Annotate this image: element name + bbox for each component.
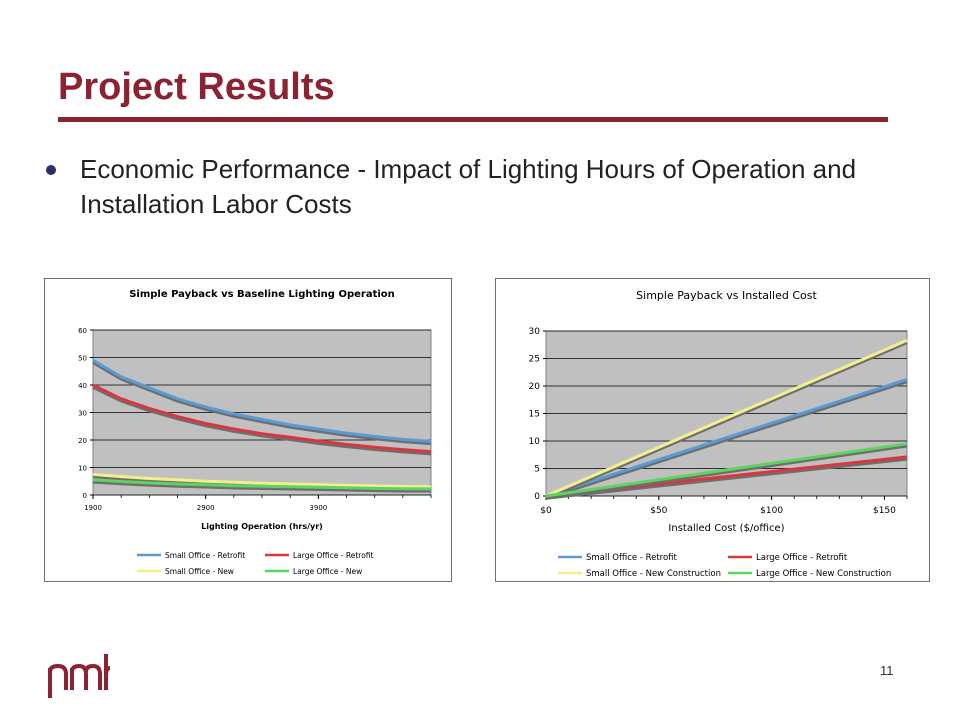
y-tick-label: 40	[78, 382, 87, 390]
bullet-text: Economic Performance - Impact of Lightin…	[80, 154, 857, 219]
legend-label: Small Office - New	[165, 567, 234, 576]
series-line-shadow	[545, 457, 908, 500]
legend-label: Large Office - New	[293, 567, 362, 576]
y-tick-label: 30	[78, 410, 87, 418]
y-tick-label: 10	[78, 465, 87, 473]
x-axis-label: Installed Cost ($/office)	[668, 523, 784, 534]
y-tick-label: 50	[78, 355, 87, 363]
legend-label: Small Office - Retrofit	[586, 553, 678, 563]
series-line-shadow	[545, 444, 908, 500]
series-line-1	[92, 359, 432, 443]
y-tick-label: 15	[529, 410, 540, 420]
y-tick-label: 5	[534, 465, 540, 475]
x-tick-label: $0	[540, 506, 552, 516]
chart-title: Simple Payback vs Baseline Lighting Oper…	[129, 289, 395, 300]
series-line-3	[92, 472, 432, 489]
y-tick-label: 20	[78, 437, 87, 445]
y-tick-label: 0	[83, 492, 87, 500]
series-line-2	[92, 383, 432, 454]
page-number: 11	[880, 663, 894, 678]
chart-title: Simple Payback vs Installed Cost	[636, 289, 817, 302]
pmb-logo-icon	[48, 654, 111, 698]
series-line-1	[545, 377, 908, 498]
x-tick-label: $150	[873, 506, 896, 516]
series-line-4	[92, 478, 432, 491]
payback-vs-operation-svg: Simple Payback vs Baseline Lighting Oper…	[78, 289, 432, 576]
x-tick-label: 1900	[84, 504, 102, 512]
x-tick-label: $100	[760, 506, 783, 516]
payback-vs-operation-chart: Simple Payback vs Baseline Lighting Oper…	[44, 278, 452, 582]
x-tick-label: 3900	[309, 504, 327, 512]
y-tick-label: 25	[529, 355, 540, 365]
series-line-3	[545, 338, 908, 498]
legend-label: Small Office - New Construction	[586, 569, 721, 579]
legend-label: Large Office - Retrofit	[293, 551, 374, 560]
x-tick-label: 2900	[197, 504, 215, 512]
slide-title: Project Results	[58, 66, 335, 108]
legend-label: Large Office - Retrofit	[756, 553, 848, 563]
y-tick-label: 60	[78, 327, 87, 335]
bullet-icon	[46, 165, 56, 175]
series-line-4	[545, 442, 908, 498]
legend-label: Small Office - Retrofit	[165, 551, 245, 560]
legend-label: Large Office - New Construction	[756, 569, 891, 579]
y-tick-label: 30	[529, 327, 541, 337]
title-underline	[58, 117, 888, 122]
series-line-shadow	[545, 340, 908, 500]
series-line-shadow	[545, 379, 908, 500]
series-line-shadow	[92, 385, 432, 456]
series-line-shadow	[92, 360, 432, 446]
series-line-shadow	[92, 480, 432, 493]
payback-vs-cost-chart: Simple Payback vs Installed Cost 0 5 10 15 20…	[495, 278, 930, 582]
y-tick-label: 0	[534, 492, 540, 502]
y-tick-label: 20	[529, 382, 541, 392]
payback-vs-cost-svg: Simple Payback vs Installed Cost 0 5 10 15 20…	[529, 289, 908, 579]
y-tick-label: 10	[529, 437, 541, 447]
x-axis-label: Lighting Operation (hrs/yr)	[201, 522, 323, 531]
x-tick-label: $50	[650, 506, 667, 516]
